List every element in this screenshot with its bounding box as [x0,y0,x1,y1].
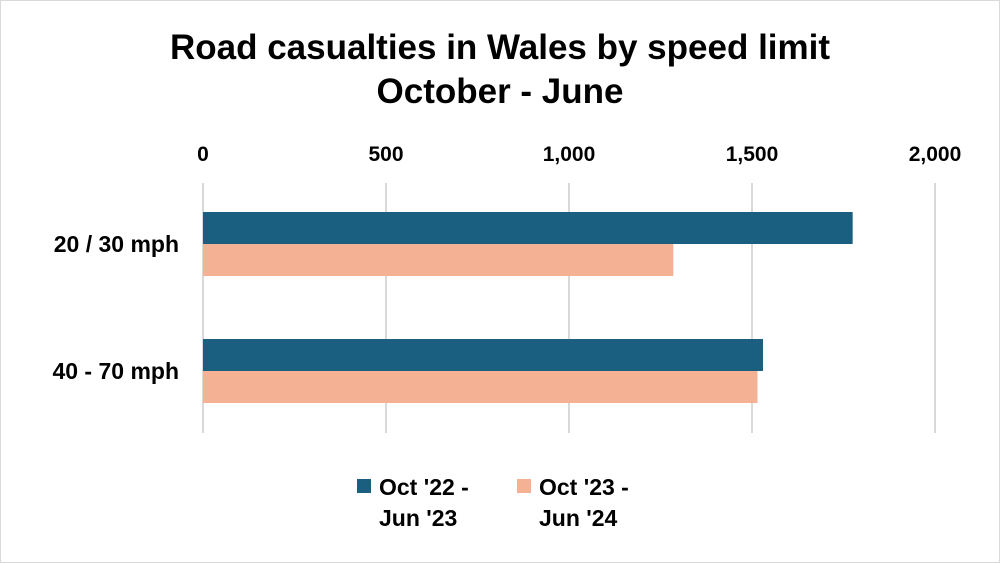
legend-label-1-line-2: Jun '23 [379,505,457,531]
bar-series2-cat2 [203,371,758,403]
category-labels: 20 / 30 mph 40 - 70 mph [52,231,179,384]
x-tick-label-2000: 2,000 [909,143,962,166]
x-tick-label-1000: 1,000 [543,143,596,166]
chart-title-line-2: October - June [377,72,624,111]
bar-series1-cat1 [203,212,853,244]
legend-swatch-1 [357,479,371,493]
legend-label-1-line-1: Oct '22 - [379,474,469,500]
legend-label-2-line-2: Jun '24 [539,505,618,531]
bar-series2-cat1 [203,244,674,276]
category-label-2: 40 - 70 mph [52,358,179,384]
category-label-1: 20 / 30 mph [54,231,179,257]
legend-swatch-2 [517,479,531,493]
chart-title-line-1: Road casualties in Wales by speed limit [170,28,830,67]
bar-series1-cat2 [203,339,763,371]
x-axis-ticks: 0 500 1,000 1,500 2,000 [197,143,961,166]
chart-title: Road casualties in Wales by speed limit O… [170,28,830,111]
legend-item-1: Oct '22 - Jun '23 [357,474,469,531]
x-tick-label-500: 500 [368,143,403,166]
legend: Oct '22 - Jun '23 Oct '23 - Jun '24 [357,474,629,531]
x-tick-label-1500: 1,500 [726,143,779,166]
bars [203,212,853,403]
x-tick-label-0: 0 [197,143,209,166]
legend-label-2-line-1: Oct '23 - [539,474,629,500]
legend-item-2: Oct '23 - Jun '24 [517,474,629,531]
